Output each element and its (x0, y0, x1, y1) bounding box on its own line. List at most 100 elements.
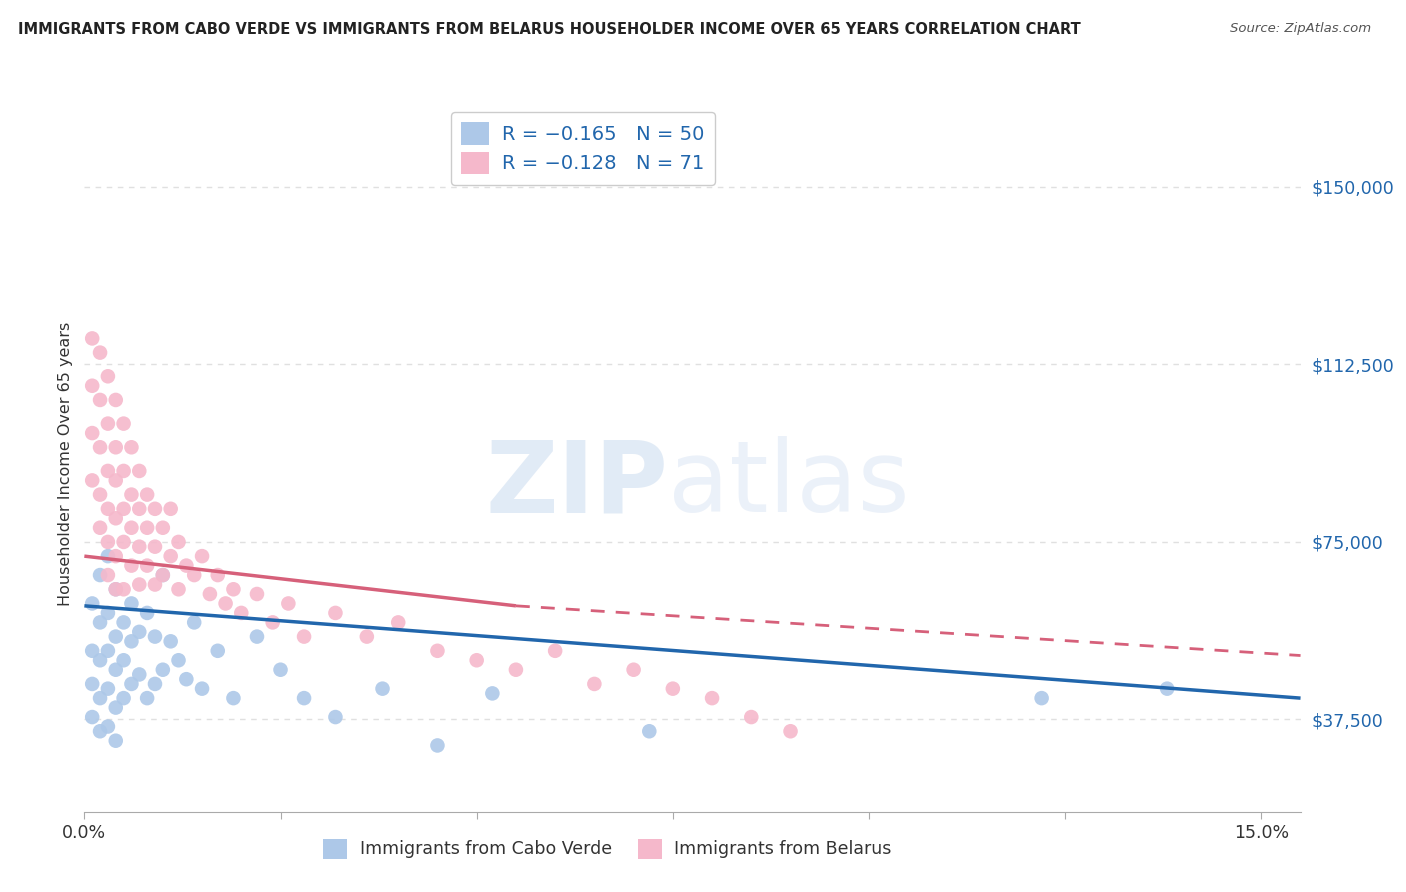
Point (292, 630, 315, 644)
Point (89, 440, 111, 454)
Point (262, 615, 284, 630)
Point (104, 474, 127, 488)
Point (89, 487, 111, 501)
Point (207, 644, 229, 658)
Point (97, 719, 120, 733)
Point (128, 667, 150, 681)
Point (112, 615, 135, 630)
Point (136, 558, 159, 573)
Point (183, 615, 205, 630)
Point (159, 549, 181, 563)
Point (277, 597, 299, 611)
Point (104, 663, 127, 677)
Point (97, 549, 120, 563)
Point (104, 582, 127, 597)
Point (97, 606, 120, 620)
Point (159, 501, 181, 516)
Point (82, 474, 104, 488)
Point (231, 606, 253, 620)
Point (120, 597, 142, 611)
Point (112, 691, 135, 706)
Point (176, 672, 198, 686)
Point (292, 691, 315, 706)
Y-axis label: Householder Income Over 65 years: Householder Income Over 65 years (58, 322, 73, 606)
Point (191, 549, 214, 563)
Point (89, 568, 111, 582)
Point (97, 681, 120, 696)
Point (82, 597, 104, 611)
Point (128, 577, 150, 591)
Point (426, 739, 449, 753)
Point (120, 634, 142, 648)
Point (112, 501, 135, 516)
Point (136, 487, 159, 501)
Point (128, 464, 150, 478)
Point (89, 724, 111, 739)
Point (662, 681, 685, 696)
Point (120, 521, 142, 535)
Point (120, 558, 142, 573)
Point (198, 587, 221, 601)
Point (89, 521, 111, 535)
Point (82, 677, 104, 691)
Point (143, 577, 166, 591)
Point (176, 558, 198, 573)
Point (112, 417, 135, 431)
Point (97, 464, 120, 478)
Point (128, 540, 150, 554)
Point (583, 677, 606, 691)
Point (356, 630, 378, 644)
Point (97, 568, 120, 582)
Point (120, 440, 142, 454)
Point (740, 710, 762, 724)
Point (104, 700, 127, 714)
Point (136, 606, 159, 620)
Point (143, 630, 166, 644)
Point (82, 710, 104, 724)
Point (104, 549, 127, 563)
Point (371, 681, 394, 696)
Point (325, 606, 347, 620)
Point (1031, 691, 1053, 706)
Point (112, 535, 135, 549)
Point (136, 521, 159, 535)
Point (97, 535, 120, 549)
Point (207, 568, 229, 582)
Point (191, 681, 214, 696)
Point (128, 501, 150, 516)
Text: ZIP: ZIP (485, 436, 668, 533)
Point (143, 540, 166, 554)
Point (700, 691, 723, 706)
Point (136, 691, 159, 706)
Point (152, 568, 174, 582)
Point (270, 663, 292, 677)
Point (112, 464, 135, 478)
Point (104, 392, 127, 407)
Point (167, 582, 190, 597)
Point (89, 691, 111, 706)
Point (246, 587, 269, 601)
Point (120, 487, 142, 501)
Point (1156, 681, 1178, 696)
Point (104, 511, 127, 525)
Point (481, 686, 503, 700)
Point (104, 733, 127, 747)
Point (128, 624, 150, 639)
Point (544, 644, 567, 658)
Point (104, 582, 127, 597)
Point (246, 630, 269, 644)
Point (97, 644, 120, 658)
Point (214, 597, 236, 611)
Point (97, 369, 120, 384)
Point (97, 417, 120, 431)
Point (779, 724, 801, 739)
Point (104, 440, 127, 454)
Text: atlas: atlas (668, 436, 910, 533)
Point (82, 378, 104, 392)
Point (89, 345, 111, 359)
Point (167, 653, 190, 667)
Point (623, 663, 645, 677)
Point (152, 521, 174, 535)
Point (183, 568, 205, 582)
Point (387, 615, 409, 630)
